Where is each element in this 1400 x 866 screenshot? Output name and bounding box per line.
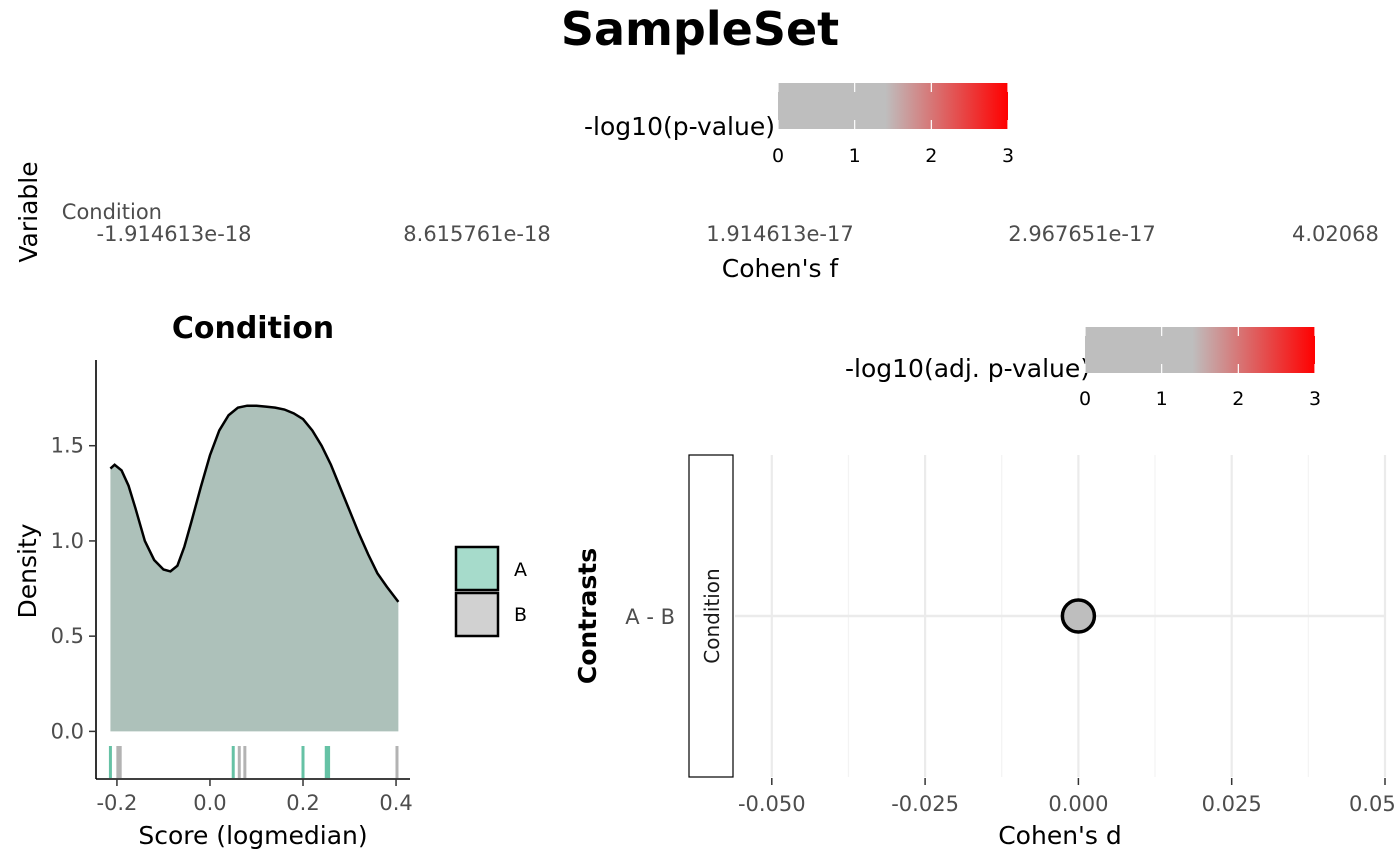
strip-label: Condition [700,568,724,663]
density-y-tick-label: 1.5 [51,434,84,458]
density-x-tick-label: 0.0 [193,791,226,815]
cohens-f-category-label: Condition [62,200,162,224]
pvalue-colorbar [778,83,1008,129]
contrast-x-tick-label: -0.050 [738,792,806,816]
density-panel-title: Condition [172,311,334,346]
contrast-x-tick-label: 0.05 [1349,792,1396,816]
cohens-f-x-tick: 1.914613e-17 [706,222,853,246]
contrast-y-axis-title: Contrasts [573,548,602,684]
cohens-f-x-tick: 4.02068 [1292,222,1379,246]
density-x-axis-title: Score (logmedian) [138,821,367,850]
contrast-panel: -log10(adj. p-value) 0 1 2 3 Condition Cont… [573,327,1396,850]
contrast-x-ticks: -0.050 -0.025 0.000 0.025 0.05 [738,778,1396,816]
adj-pvalue-colorbar-tick-label: 2 [1232,388,1244,410]
adj-pvalue-colorbar-tick-label: 1 [1156,388,1168,410]
density-x-tick-label: 0.2 [286,791,319,815]
density-x-ticks: -0.2 0.0 0.2 0.4 [96,779,413,815]
contrast-point [1060,598,1097,634]
cohens-f-x-tick: 8.615761e-18 [403,222,550,246]
cohens-f-x-tick: -1.914613e-18 [97,222,252,246]
density-y-tick-label: 0.0 [51,719,84,743]
pvalue-colorbar-tick-label: 1 [849,145,861,167]
legend-label-a: A [514,559,527,581]
contrast-points [1060,598,1097,634]
rug-marks [108,746,399,778]
adj-pvalue-colorbar-tick-label: 0 [1079,388,1091,410]
density-plot-area [109,404,400,732]
pvalue-colorbar-tick-label: 2 [925,145,937,167]
adj-pvalue-colorbar [1085,327,1315,373]
cohens-f-x-axis-title: Cohen's f [722,254,840,283]
cohens-f-x-tick: 2.967651e-17 [1008,222,1155,246]
legend-label-b: B [514,604,527,626]
contrast-x-tick-label: -0.025 [891,792,959,816]
density-y-tick-label: 1.0 [51,529,84,553]
density-curve [109,404,400,603]
density-y-tick-label: 0.5 [51,624,84,648]
pvalue-colorbar-tick-label: 0 [772,145,784,167]
group-legend: A B [454,545,527,638]
pvalue-colorbar-tick-label: 3 [1002,145,1014,167]
density-y-ticks: 0.0 0.5 1.0 1.5 [51,434,96,743]
density-area-fill [110,405,399,732]
legend-key-a [454,545,500,592]
adj-pvalue-colorbar-tick-label: 3 [1309,388,1321,410]
density-x-tick-label: -0.2 [96,791,137,815]
figure-title: SampleSet [561,2,839,56]
density-x-tick-label: 0.4 [379,791,412,815]
density-panel: Condition 0.0 0.5 1.0 1.5 -0.2 0.0 0.2 0.4 Den… [13,311,527,850]
contrast-x-tick-label: 0.025 [1202,792,1262,816]
legend-key-b [454,591,500,638]
pvalue-legend-title: -log10(p-value) [584,112,775,141]
strip-box [688,454,734,778]
adj-pvalue-legend-title: -log10(adj. p-value) [845,354,1090,383]
contrast-x-tick-label: 0.000 [1048,792,1108,816]
contrast-x-axis-title: Cohen's d [998,821,1122,850]
density-y-axis-title: Density [13,523,42,618]
cohens-f-y-axis-title: Variable [14,161,43,262]
pvalue-colorbar-ticks: 0 1 2 3 [772,83,1014,167]
adj-pvalue-colorbar-ticks: 0 1 2 3 [1079,327,1321,410]
contrast-category-label: A - B [625,605,675,629]
